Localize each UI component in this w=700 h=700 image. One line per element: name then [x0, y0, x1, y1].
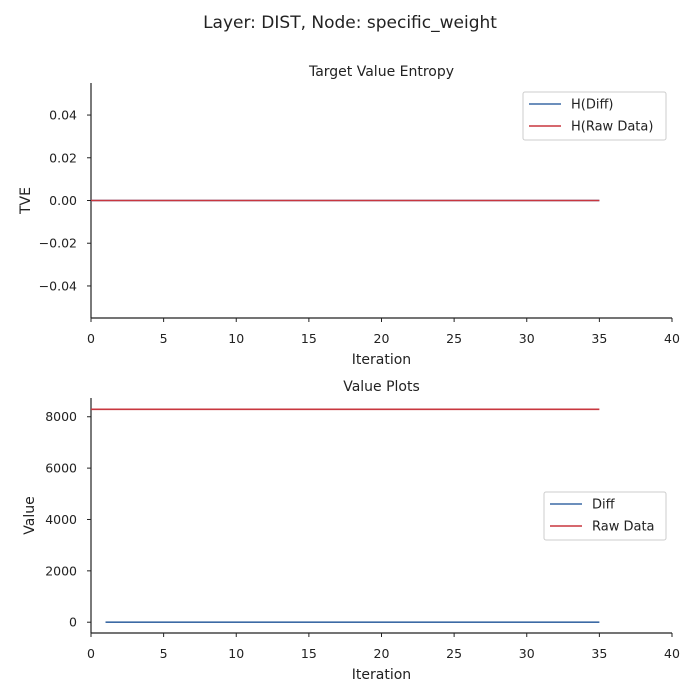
value-y-tick-label: 8000	[45, 409, 77, 424]
tve-legend: H(Diff) H(Raw Data)	[522, 91, 667, 141]
value-chart-title: Value Plots	[343, 379, 420, 395]
value-x-tick-label: 35	[591, 646, 607, 661]
value-x-tick-label: 10	[228, 646, 244, 661]
value-legend: Diff Raw Data	[543, 491, 667, 541]
value-y-tick-label: 0	[69, 615, 77, 630]
tve-y-tick-label: 0.02	[49, 150, 77, 165]
tve-y-tick-label: 0.00	[49, 193, 77, 208]
tve-panel: Target Value Entropy 0 5 10 15 20 25 30 35 40 −0.0…	[18, 64, 680, 368]
value-x-tick-label: 30	[519, 646, 535, 661]
value-x-tick-label: 20	[374, 646, 390, 661]
figure-suptitle: Layer: DIST, Node: specific_weight	[203, 13, 497, 33]
value-y-tick-label: 2000	[45, 563, 77, 578]
tve-x-tick-label: 10	[228, 331, 244, 346]
tve-x-tick-label: 5	[160, 331, 168, 346]
value-y-tick-label: 6000	[45, 461, 77, 476]
value-x-tick-label: 0	[87, 646, 95, 661]
tve-chart-title: Target Value Entropy	[308, 64, 454, 80]
value-x-tick-label: 25	[446, 646, 462, 661]
tve-x-tick-label: 40	[664, 331, 680, 346]
tve-y-tick-label: 0.04	[49, 108, 77, 123]
value-panel: Value Plots 0 5 10 15 20 25 30 35 40 0 2000 4000 6000…	[22, 379, 680, 683]
value-x-tick-label: 5	[160, 646, 168, 661]
tve-y-axis-label: TVE	[18, 187, 34, 215]
tve-y-tick-label: −0.04	[39, 278, 77, 293]
value-x-axis-label: Iteration	[352, 667, 411, 683]
tve-x-tick-label: 0	[87, 331, 95, 346]
value-x-tick-label: 40	[664, 646, 680, 661]
tve-legend-label-diff: H(Diff)	[571, 98, 614, 113]
tve-x-axis-label: Iteration	[352, 352, 411, 368]
tve-x-tick-label: 20	[374, 331, 390, 346]
tve-x-tick-label: 35	[591, 331, 607, 346]
tve-y-tick-label: −0.02	[39, 236, 77, 251]
value-y-axis-label: Value	[22, 496, 38, 534]
value-x-tick-label: 15	[301, 646, 317, 661]
tve-legend-label-raw: H(Raw Data)	[571, 120, 653, 135]
value-legend-label-raw: Raw Data	[592, 520, 655, 535]
value-y-tick-label: 4000	[45, 512, 77, 527]
tve-x-tick-label: 25	[446, 331, 462, 346]
tve-x-tick-label: 15	[301, 331, 317, 346]
value-legend-label-diff: Diff	[592, 498, 616, 513]
tve-x-tick-label: 30	[519, 331, 535, 346]
